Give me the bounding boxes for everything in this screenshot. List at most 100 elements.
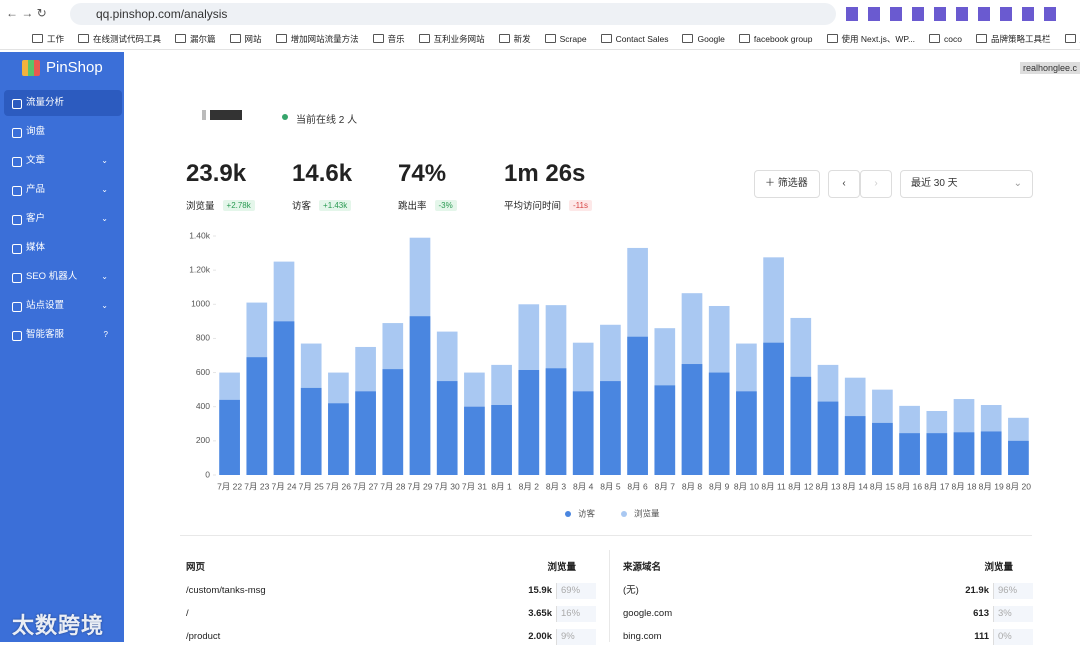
bar (953, 432, 975, 475)
help-icon: ? (103, 330, 108, 339)
nav-item[interactable]: 站点设置 ⌄ (4, 293, 122, 319)
legend-swatch (565, 511, 571, 517)
bar (708, 372, 730, 475)
bar (273, 321, 295, 475)
table-row[interactable]: / 3.65k 16% (186, 606, 596, 629)
stat-row: 访客 +1.43k (292, 198, 352, 212)
y-tick-label: 400 (196, 401, 210, 411)
table-row[interactable]: (无) 21.9k 96% (623, 583, 1033, 606)
table-row[interactable]: /product 2.00k 9% (186, 629, 596, 652)
stat-change: -3% (434, 199, 457, 211)
redacted-site (202, 110, 242, 120)
x-tick-label: 7月 25 (299, 481, 324, 491)
bar (654, 385, 676, 475)
bookmark[interactable]: 增加网站流量方法 (276, 28, 359, 49)
y-tick-label: 0 (205, 469, 210, 479)
bookmark[interactable]: 工作 (32, 28, 64, 49)
stat-change: +2.78k (222, 199, 255, 211)
bookmark[interactable]: Google (682, 28, 724, 49)
x-tick-label: 8月 5 (600, 481, 621, 491)
x-tick-label: 7月 23 (244, 481, 269, 491)
bookmark[interactable]: Scrape (545, 28, 587, 49)
range-select[interactable]: 最近 30 天 ⌄ (900, 170, 1033, 198)
account-label: realhonglee.c (1019, 62, 1080, 74)
stat-value: 23.9k (186, 160, 247, 187)
nav-label: 流量分析 (26, 97, 65, 108)
bar (572, 391, 594, 475)
table-row[interactable]: bing.com 111 0% (623, 629, 1033, 652)
nav-label: 产品 (26, 184, 46, 195)
x-tick-label: 8月 9 (709, 481, 730, 491)
nav-label: 站点设置 (26, 300, 65, 311)
table-row[interactable]: google.com 613 3% (623, 606, 1033, 629)
nav-item[interactable]: 询盘 (4, 119, 122, 145)
bookmark[interactable]: 所有 (1065, 28, 1080, 49)
bookmark[interactable]: 新发 (499, 28, 531, 49)
table-row[interactable]: /custom/tanks-msg 15.9k 69% (186, 583, 596, 606)
nav-item[interactable]: SEO 机器人 ⌄ (4, 264, 122, 290)
bookmark[interactable]: 使用 Next.js、WP... (827, 28, 916, 49)
header-cell: 来源域名 (623, 562, 662, 573)
bar (382, 369, 404, 475)
stat-row: 跳出率 -3% (398, 198, 457, 212)
table-header: 来源域名 浏览量 (623, 560, 1033, 583)
nav-item[interactable]: 客户 ⌄ (4, 206, 122, 232)
bar (491, 405, 512, 475)
stat: 1m 26s 平均访问时间 -11s (504, 160, 592, 212)
row-percent: 3% (993, 606, 1033, 622)
bookmark[interactable]: Contact Sales (601, 28, 669, 49)
x-tick-label: 7月 31 (462, 481, 487, 491)
x-tick-label: 7月 22 (217, 481, 242, 491)
bar (872, 422, 893, 475)
stat-change: +1.43k (319, 199, 352, 211)
stat-label: 访客 (292, 201, 312, 212)
bar (980, 431, 1002, 475)
bookmark[interactable]: 漏尔篇 (175, 28, 216, 49)
row-percent: 16% (556, 606, 596, 622)
bar (600, 381, 621, 475)
bookmark[interactable]: 网站 (230, 28, 262, 49)
brand[interactable]: PinShop (22, 58, 103, 78)
bookmark[interactable]: 音乐 (373, 28, 405, 49)
next-button[interactable]: › (860, 170, 892, 198)
extensions[interactable] (846, 7, 1066, 21)
address-bar[interactable]: qq.pinshop.com/analysis (70, 3, 836, 25)
nav-buttons[interactable]: ← → ↻ (6, 6, 47, 20)
x-tick-label: 8月 4 (573, 481, 594, 491)
bar (355, 391, 376, 475)
stat-label: 跳出率 (398, 201, 427, 212)
row-label: / (186, 608, 189, 619)
divider (180, 535, 1032, 536)
prev-button[interactable]: ‹ (828, 170, 860, 198)
chevron: ⌄ (101, 214, 108, 223)
bookmark[interactable]: 互利业务网站 (419, 28, 485, 49)
filter-button[interactable]: ＋ 筛选器 (754, 170, 820, 198)
bar (681, 364, 703, 475)
stat: 23.9k 浏览量 +2.78k (186, 160, 255, 212)
row-count: 15.9k (528, 585, 552, 596)
nav-label: 文章 (26, 155, 46, 166)
bar (899, 433, 920, 475)
row-count: 111 (974, 631, 989, 642)
nav-item[interactable]: 流量分析 (4, 90, 122, 116)
x-tick-label: 8月 17 (924, 481, 949, 491)
bookmark[interactable]: facebook group (739, 28, 813, 49)
nav-item[interactable]: 产品 ⌄ (4, 177, 122, 203)
bar (926, 433, 948, 475)
nav-label: 媒体 (26, 242, 46, 253)
bookmark[interactable]: 品牌策略工具栏 (976, 28, 1051, 49)
x-tick-label: 8月 20 (1006, 481, 1031, 491)
row-label: (无) (623, 585, 639, 596)
bar (817, 401, 839, 475)
nav-item[interactable]: 媒体 (4, 235, 122, 261)
stat-value: 1m 26s (504, 160, 586, 187)
nav-item[interactable]: 智能客服? (4, 322, 122, 348)
bookmark[interactable]: coco (929, 28, 962, 49)
row-label: bing.com (623, 631, 662, 642)
x-tick-label: 7月 26 (326, 481, 351, 491)
nav-item[interactable]: 文章 ⌄ (4, 148, 122, 174)
bookmark[interactable]: 在线测试代码工具 (78, 28, 161, 49)
x-tick-label: 8月 12 (788, 481, 813, 491)
x-tick-label: 8月 15 (870, 481, 895, 491)
